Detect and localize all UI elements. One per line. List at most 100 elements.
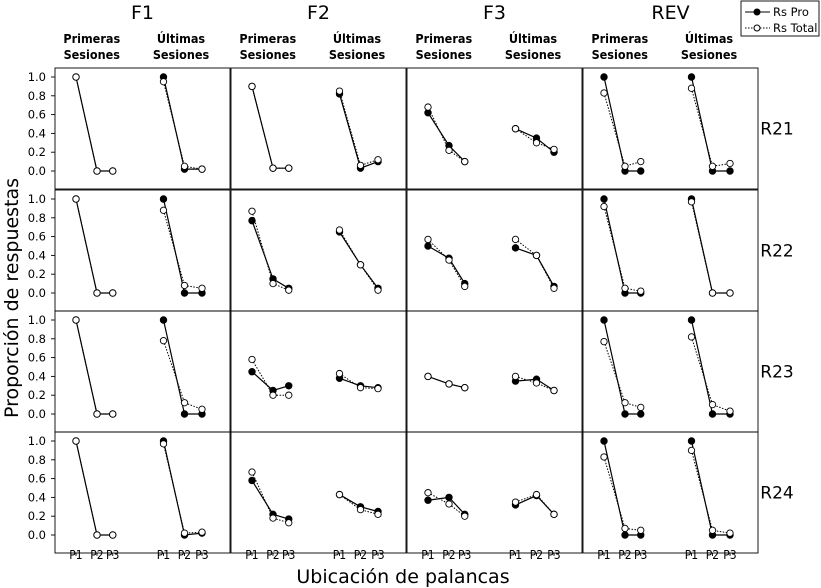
point-rs-pro: [600, 437, 608, 445]
point-rs-total: [550, 386, 558, 395]
y-tick-label: 0.8: [28, 453, 46, 467]
series-line-rs-pro: [251, 86, 289, 169]
point-rs-total: [159, 440, 168, 448]
column-title-rev: REV: [651, 2, 689, 24]
panel-r21-f1: [54, 67, 231, 190]
point-rs-total: [637, 157, 645, 166]
y-tick-label: 0.4: [28, 248, 46, 262]
x-tick-label: P3: [195, 548, 208, 562]
point-rs-total: [269, 164, 277, 172]
point-rs-pro: [637, 410, 645, 418]
point-rs-total: [600, 337, 608, 346]
point-rs-total: [285, 391, 293, 399]
point-rs-total: [248, 355, 256, 364]
session-label-primeras: Primeras: [239, 31, 296, 46]
point-rs-total: [621, 399, 629, 407]
series-line-rs-total: [603, 341, 641, 408]
series-line-rs-total: [427, 106, 466, 163]
panel-frame: [406, 67, 583, 190]
point-rs-total: [621, 524, 629, 533]
point-rs-total: [356, 161, 365, 170]
session-label-primeras: Sesiones: [416, 47, 473, 62]
point-rs-total: [72, 437, 80, 445]
point-rs-total: [198, 284, 206, 292]
series-line-rs-total: [603, 456, 641, 531]
point-rs-total: [550, 145, 558, 154]
panel-r24-f1: [54, 431, 231, 554]
point-rs-total: [93, 167, 101, 175]
point-rs-total: [424, 235, 432, 244]
point-rs-total: [356, 505, 365, 514]
x-tick-label: P2: [442, 548, 455, 562]
panel-r24-f3: [406, 431, 583, 554]
series-line-rs-pro: [162, 198, 202, 294]
panel-frame: [406, 189, 583, 312]
point-rs-total: [424, 103, 432, 111]
session-label-primeras: Primeras: [415, 31, 472, 46]
legend-marker-rs-pro: [753, 8, 761, 16]
point-rs-pro: [424, 496, 432, 504]
row-label-r21: R21: [760, 120, 793, 140]
point-rs-pro: [159, 316, 168, 324]
point-rs-total: [335, 369, 344, 378]
point-rs-total: [109, 167, 117, 175]
y-tick-label: 1.0: [28, 70, 46, 84]
x-tick-label: P1: [421, 548, 434, 562]
point-rs-pro: [180, 410, 189, 418]
x-tick-label: P3: [634, 548, 647, 562]
point-rs-total: [335, 87, 344, 95]
point-rs-total: [248, 207, 256, 215]
y-tick-label: 0.6: [28, 472, 46, 486]
point-rs-total: [93, 410, 101, 418]
series-line-rs-pro: [690, 198, 730, 294]
point-rs-pro: [180, 289, 189, 297]
series-line-rs-total: [251, 359, 289, 396]
x-tick-label: P2: [354, 548, 367, 562]
y-tick-label: 0.0: [28, 528, 46, 542]
panel-frame: [230, 431, 407, 554]
x-tick-label: P3: [547, 548, 560, 562]
point-rs-total: [621, 162, 629, 170]
point-rs-total: [356, 384, 365, 392]
point-rs-total: [180, 281, 189, 290]
y-tick-label: 0.0: [28, 286, 46, 300]
y-tick-label: 1.0: [28, 313, 46, 327]
point-rs-pro: [159, 195, 168, 203]
series-line-rs-pro: [427, 112, 466, 163]
x-tick-label: P3: [723, 548, 736, 562]
point-rs-total: [461, 512, 469, 520]
series-line-rs-pro: [427, 245, 466, 284]
panel-frame: [582, 431, 759, 554]
y-tick-label: 0.4: [28, 126, 46, 140]
column-title-f2: F2: [307, 2, 330, 24]
point-rs-total: [424, 489, 432, 497]
series-line-rs-pro: [338, 231, 379, 289]
point-rs-total: [726, 159, 734, 168]
point-rs-pro: [285, 382, 293, 390]
point-rs-total: [726, 407, 734, 415]
point-rs-total: [374, 384, 382, 393]
x-tick-label: P1: [685, 548, 698, 562]
session-label-ultimas: Sesiones: [153, 47, 210, 62]
x-tick-label: P3: [106, 548, 119, 562]
series-line-rs-total: [691, 450, 731, 534]
series-line-rs-total: [691, 201, 730, 294]
series-line-rs-pro: [251, 371, 289, 392]
point-rs-pro: [600, 195, 608, 203]
x-tick-label: P1: [597, 548, 610, 562]
series-line-rs-pro: [603, 319, 641, 415]
point-rs-total: [461, 384, 469, 392]
series-line-rs-total: [515, 239, 555, 289]
point-rs-total: [708, 162, 717, 170]
point-rs-total: [708, 400, 717, 409]
point-rs-total: [72, 195, 80, 203]
x-tick-label: P2: [706, 548, 719, 562]
series-line-rs-total: [339, 229, 379, 291]
point-rs-total: [445, 256, 453, 264]
point-rs-total: [461, 282, 469, 291]
x-tick-label: P1: [69, 548, 82, 562]
point-rs-total: [248, 468, 256, 476]
series-line-rs-total: [163, 81, 203, 170]
point-rs-total: [198, 528, 206, 536]
point-rs-pro: [248, 216, 256, 225]
